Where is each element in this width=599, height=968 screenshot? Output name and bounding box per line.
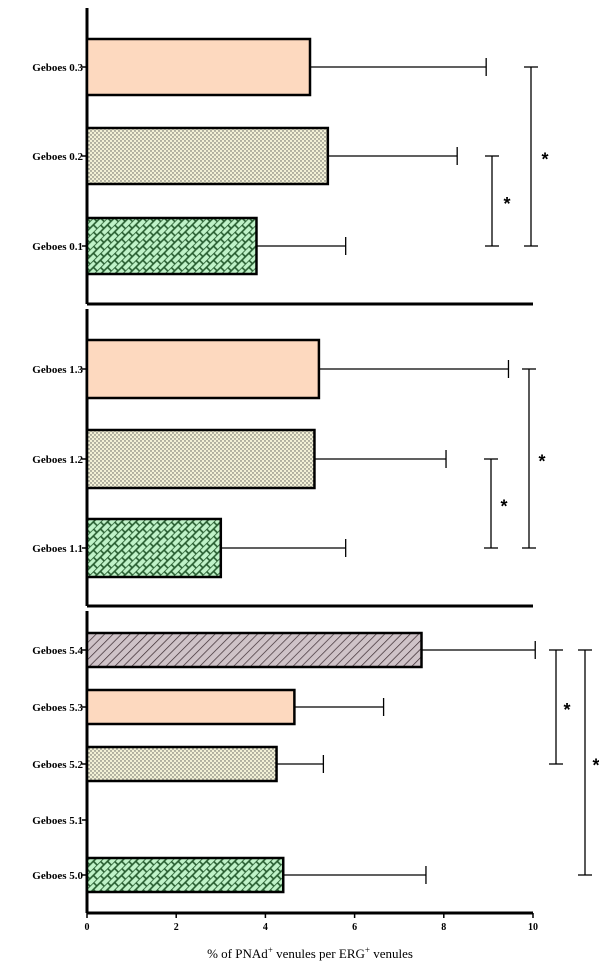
y-tick-label: Geboes 1.3 (32, 364, 83, 376)
x-tick-label: 4 (263, 922, 268, 933)
y-tick-label: Geboes 0.1 (32, 241, 83, 253)
y-tick-label: Geboes 1.2 (32, 454, 83, 466)
x-axis-label-superscript: + (365, 945, 370, 955)
y-tick-label: Geboes 5.0 (32, 870, 83, 882)
y-tick-label: Geboes 5.3 (32, 702, 83, 714)
bar (85, 745, 278, 783)
y-tick-label: Geboes 0.3 (32, 62, 83, 74)
bar (85, 216, 258, 276)
bar (85, 688, 296, 726)
significance-star: * (563, 700, 570, 720)
x-axis-label-superscript: + (268, 945, 273, 955)
significance-star: * (500, 497, 507, 517)
significance-star: * (538, 452, 545, 472)
y-tick-label: Geboes 5.4 (32, 645, 83, 657)
x-axis-label-part: % of PNAd (207, 946, 268, 961)
y-tick-label: Geboes 5.2 (32, 759, 83, 771)
bar (85, 37, 312, 97)
x-tick-label: 2 (174, 922, 179, 933)
x-axis-label: % of PNAd+ venules per ERG+ venules (207, 945, 413, 961)
significance-star: * (503, 194, 510, 214)
significance-layer: * * * * * * (484, 66, 599, 876)
x-axis-label-part: venules (370, 946, 413, 961)
x-axis-label-part: venules per ERG (273, 946, 365, 961)
significance-star: * (541, 150, 548, 170)
bar (85, 631, 423, 669)
bar (85, 126, 330, 186)
y-tick-label: Geboes 0.2 (32, 151, 83, 163)
y-tick-label: Geboes 5.1 (32, 815, 83, 827)
x-tick-label: 10 (528, 922, 538, 933)
bar (85, 338, 321, 400)
bar (85, 428, 316, 490)
labels-layer: Geboes 0.3 Geboes 0.2 Geboes 0.1 Geboes 1.3… (32, 62, 538, 933)
bar (85, 856, 285, 894)
significance-star: * (592, 756, 599, 776)
bars-layer (85, 37, 536, 894)
x-tick-label: 6 (352, 922, 357, 933)
y-tick-label: Geboes 1.1 (32, 543, 83, 555)
x-tick-label: 0 (85, 922, 90, 933)
bar (85, 517, 223, 579)
x-tick-label: 8 (441, 922, 446, 933)
